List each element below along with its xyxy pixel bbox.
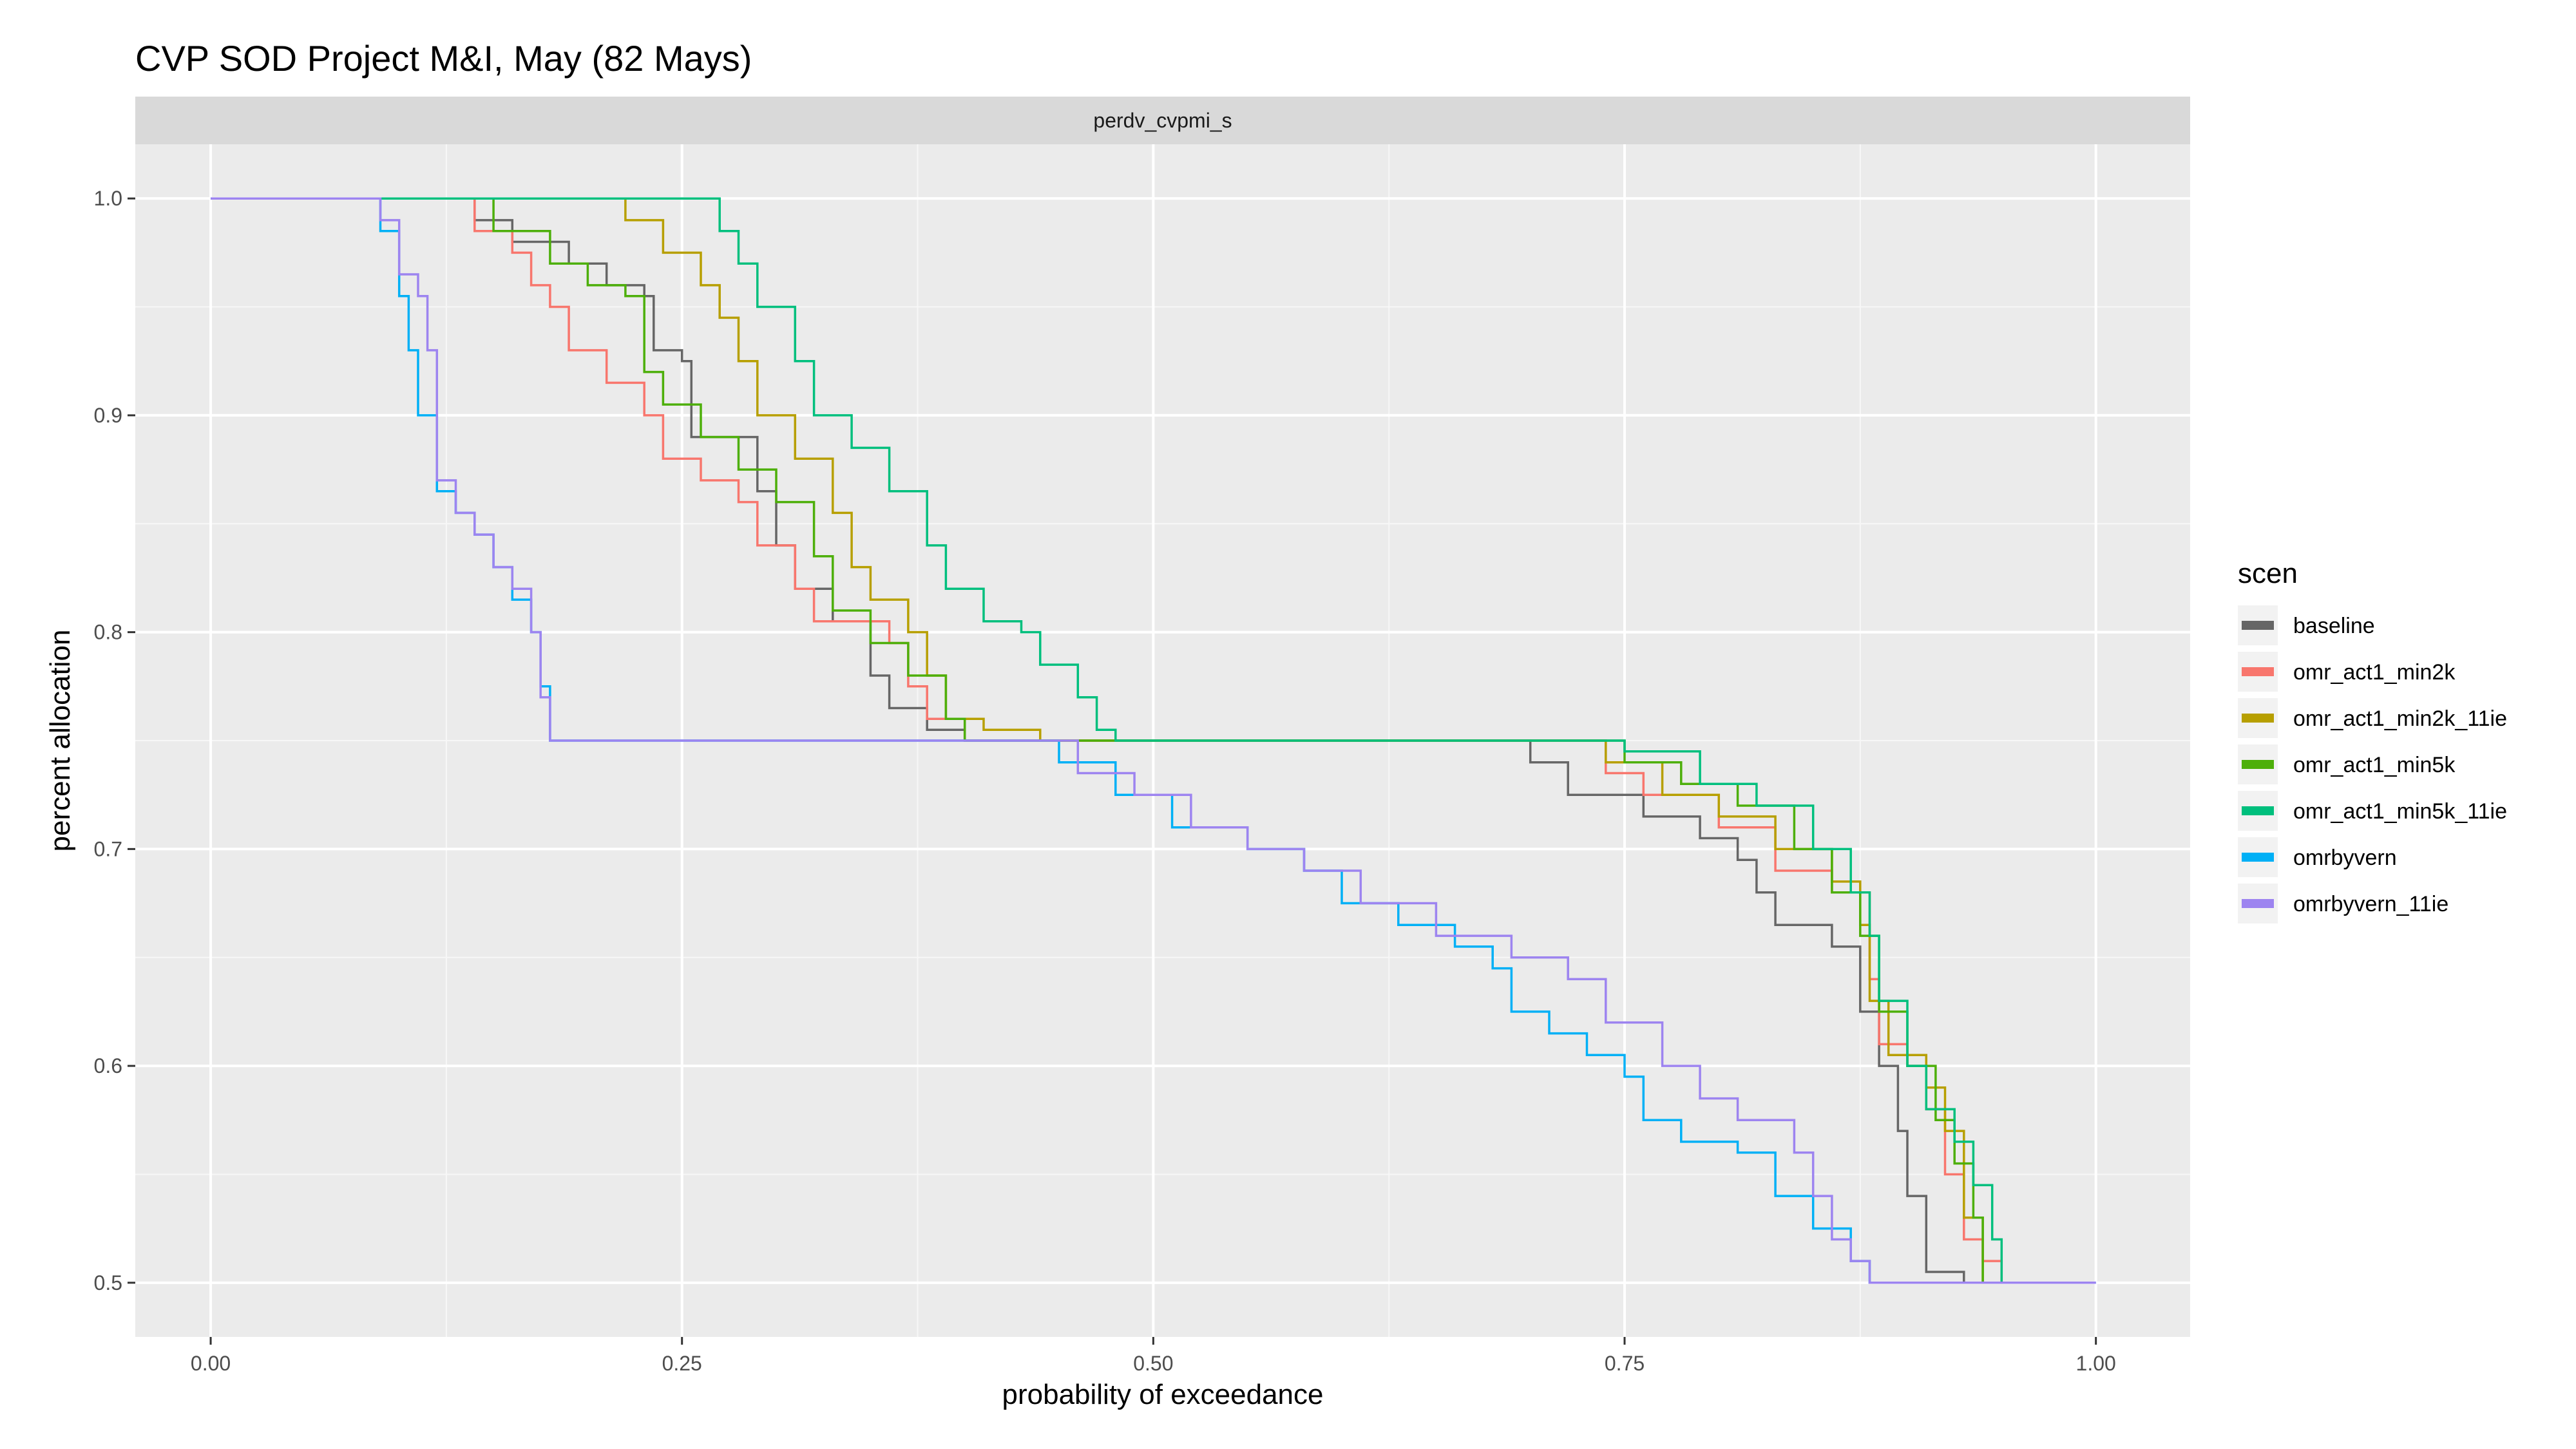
y-tick-label: 1.0 bbox=[94, 187, 122, 210]
y-tick-label: 0.7 bbox=[94, 837, 122, 860]
y-axis: 0.5 0.6 0.7 0.8 0.9 1.0 bbox=[94, 187, 135, 1294]
legend-label-baseline: baseline bbox=[2293, 614, 2375, 638]
legend: scen baseline omr_act1_min2k omr_act1_min2… bbox=[2238, 558, 2507, 923]
legend-label-omr_act1_min5k_11ie: omr_act1_min5k_11ie bbox=[2293, 799, 2507, 824]
series-line-baseline bbox=[211, 197, 1965, 1283]
legend-label-omr_act1_min2k: omr_act1_min2k bbox=[2293, 660, 2456, 685]
y-tick-label: 0.5 bbox=[94, 1271, 122, 1294]
x-tick-label: 0.75 bbox=[1605, 1352, 1645, 1375]
facet-strip bbox=[135, 97, 2190, 144]
x-tick-label: 1.00 bbox=[2076, 1352, 2116, 1375]
x-tick-label: 0.00 bbox=[191, 1352, 231, 1375]
series-lines bbox=[211, 197, 2096, 1284]
grid-major bbox=[135, 144, 2190, 1337]
x-tick-label: 0.50 bbox=[1133, 1352, 1173, 1375]
facet-label: perdv_cvpmi_s bbox=[1093, 109, 1232, 132]
y-tick-label: 0.9 bbox=[94, 404, 122, 427]
y-axis-title: percent allocation bbox=[44, 630, 76, 852]
series-line-omr_act1_min5k bbox=[211, 197, 1984, 1283]
legend-label-omrbyvern_11ie: omrbyvern_11ie bbox=[2293, 892, 2448, 916]
chart-title: CVP SOD Project M&I, May (82 Mays) bbox=[135, 38, 752, 79]
x-axis-title: probability of exceedance bbox=[1002, 1379, 1324, 1410]
legend-title: scen bbox=[2238, 558, 2298, 589]
series-line-omr_act1_min5k_11ie bbox=[211, 197, 2003, 1283]
legend-label-omr_act1_min5k: omr_act1_min5k bbox=[2293, 753, 2456, 777]
x-tick-label: 0.25 bbox=[662, 1352, 702, 1375]
y-tick-label: 0.8 bbox=[94, 621, 122, 644]
legend-label-omrbyvern: omrbyvern bbox=[2293, 846, 2397, 870]
x-axis: 0.00 0.25 0.50 0.75 1.00 bbox=[191, 1337, 2116, 1375]
legend-label-omr_act1_min2k_11ie: omr_act1_min2k_11ie bbox=[2293, 706, 2507, 731]
series-line-omrbyvern_11ie bbox=[211, 197, 2096, 1284]
grid-minor bbox=[135, 144, 2190, 1337]
y-tick-label: 0.6 bbox=[94, 1054, 122, 1077]
